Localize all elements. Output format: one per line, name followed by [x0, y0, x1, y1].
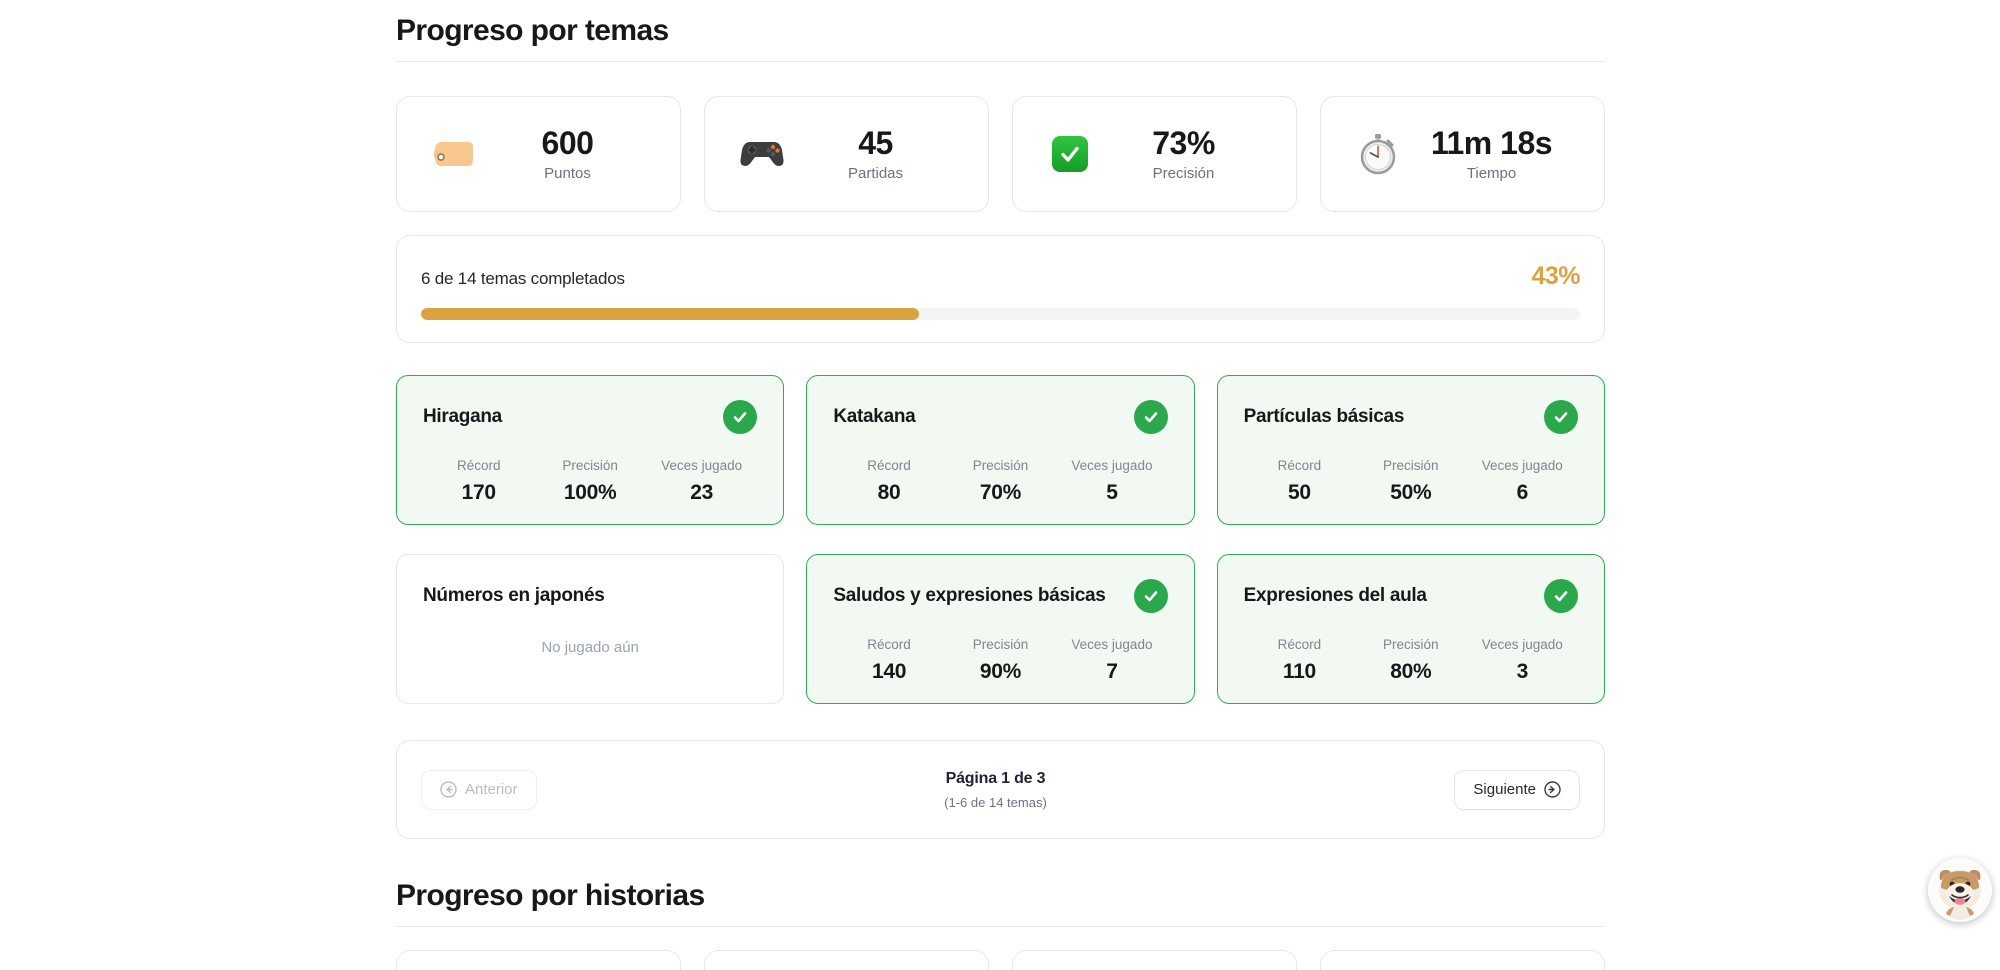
record-label: Récord — [833, 637, 944, 652]
stat-value-tiempo: 11m 18s — [1401, 126, 1582, 161]
stat-value-precision: 73% — [1093, 126, 1274, 161]
overall-progress-card: 6 de 14 temas completados 43% — [396, 235, 1605, 343]
progress-percent: 43% — [1531, 262, 1580, 291]
topic-card-hiragana[interactable]: Hiragana Récord 170 Precisión 100% Veces… — [396, 375, 784, 525]
historia-card — [704, 950, 989, 970]
precision-value: 70% — [945, 481, 1056, 505]
section-divider — [396, 926, 1605, 927]
next-page-button[interactable]: Siguiente — [1454, 770, 1580, 810]
plays-label: Veces jugado — [1467, 637, 1578, 652]
topic-title: Hiragana — [423, 406, 502, 428]
bulldog-mascot-button[interactable] — [1928, 858, 1992, 922]
record-value: 50 — [1244, 481, 1355, 505]
topic-title: Katakana — [833, 406, 915, 428]
previous-page-button[interactable]: Anterior — [421, 770, 537, 810]
stat-card-tiempo: 11m 18s Tiempo — [1320, 96, 1605, 212]
completed-check-icon — [1134, 579, 1168, 613]
topic-title: Saludos y expresiones básicas — [833, 585, 1105, 607]
plays-label: Veces jugado — [1056, 637, 1167, 652]
precision-label: Precisión — [534, 458, 645, 473]
previous-page-label: Anterior — [465, 781, 518, 798]
record-value: 80 — [833, 481, 944, 505]
topic-title: Números en japonés — [423, 585, 604, 607]
record-label: Récord — [1244, 458, 1355, 473]
topic-card-numeros-en-japones[interactable]: Números en japonés No jugado aún — [396, 554, 784, 704]
progress-bar-track — [421, 308, 1580, 320]
stat-label-tiempo: Tiempo — [1401, 165, 1582, 182]
plays-label: Veces jugado — [1056, 458, 1167, 473]
plays-label: Veces jugado — [1467, 458, 1578, 473]
topic-card-saludos-y-expresiones[interactable]: Saludos y expresiones básicas Récord 140… — [806, 554, 1194, 704]
record-label: Récord — [833, 458, 944, 473]
record-value: 140 — [833, 660, 944, 684]
plays-label: Veces jugado — [646, 458, 757, 473]
page-range: (1-6 de 14 temas) — [944, 795, 1047, 810]
precision-value: 100% — [534, 481, 645, 505]
progress-label: 6 de 14 temas completados — [421, 269, 625, 289]
not-played-text: No jugado aún — [423, 639, 757, 656]
topic-card-particulas-basicas[interactable]: Partículas básicas Récord 50 Precisión 5… — [1217, 375, 1605, 525]
record-label: Récord — [423, 458, 534, 473]
completed-check-icon — [1544, 400, 1578, 434]
plays-value: 23 — [646, 481, 757, 505]
topics-grid: Hiragana Récord 170 Precisión 100% Veces… — [396, 375, 1605, 704]
bulldog-mascot-image — [1928, 858, 1992, 922]
stat-value-puntos: 600 — [477, 126, 658, 161]
stat-card-precision: 73% Precisión — [1012, 96, 1297, 212]
pagination-card: Anterior Página 1 de 3 (1-6 de 14 temas)… — [396, 740, 1605, 839]
stat-value-partidas: 45 — [785, 126, 966, 161]
stat-label-precision: Precisión — [1093, 165, 1274, 182]
stat-label-puntos: Puntos — [477, 165, 658, 182]
topic-title: Partículas básicas — [1244, 406, 1404, 428]
record-value: 110 — [1244, 660, 1355, 684]
stat-card-partidas: 45 Partidas — [704, 96, 989, 212]
record-value: 170 — [423, 481, 534, 505]
completed-check-icon — [1134, 400, 1168, 434]
gamepad-icon — [739, 131, 785, 177]
precision-label: Precisión — [945, 637, 1056, 652]
stopwatch-icon — [1355, 131, 1401, 177]
topic-title: Expresiones del aula — [1244, 585, 1427, 607]
plays-value: 5 — [1056, 481, 1167, 505]
precision-value: 80% — [1355, 660, 1466, 684]
precision-value: 50% — [1355, 481, 1466, 505]
historia-card — [1320, 950, 1605, 970]
section-divider — [396, 61, 1605, 62]
stats-row: 600 Puntos 45 Partidas — [396, 96, 1605, 212]
progress-bar-fill — [421, 308, 919, 320]
precision-label: Precisión — [945, 458, 1056, 473]
plays-value: 6 — [1467, 481, 1578, 505]
historia-card — [1012, 950, 1297, 970]
precision-label: Precisión — [1355, 458, 1466, 473]
page-indicator: Página 1 de 3 — [944, 770, 1047, 788]
topic-card-expresiones-del-aula[interactable]: Expresiones del aula Récord 110 Precisió… — [1217, 554, 1605, 704]
stat-label-partidas: Partidas — [785, 165, 966, 182]
check-button-icon — [1047, 131, 1093, 177]
historias-cards-row — [396, 950, 1605, 956]
section-title-temas: Progreso por temas — [396, 14, 1605, 48]
plays-value: 3 — [1467, 660, 1578, 684]
next-page-label: Siguiente — [1473, 781, 1536, 798]
precision-label: Precisión — [1355, 637, 1466, 652]
precision-value: 90% — [945, 660, 1056, 684]
completed-check-icon — [1544, 579, 1578, 613]
stat-card-puntos: 600 Puntos — [396, 96, 681, 212]
record-label: Récord — [1244, 637, 1355, 652]
section-title-historias: Progreso por historias — [396, 879, 1605, 913]
arrow-right-circle-icon — [1544, 781, 1561, 798]
tag-icon — [431, 131, 477, 177]
arrow-left-circle-icon — [440, 781, 457, 798]
plays-value: 7 — [1056, 660, 1167, 684]
completed-check-icon — [723, 400, 757, 434]
topic-card-katakana[interactable]: Katakana Récord 80 Precisión 70% Veces j… — [806, 375, 1194, 525]
historia-card — [396, 950, 681, 970]
main-content: Progreso por temas 600 Puntos — [396, 0, 1605, 956]
